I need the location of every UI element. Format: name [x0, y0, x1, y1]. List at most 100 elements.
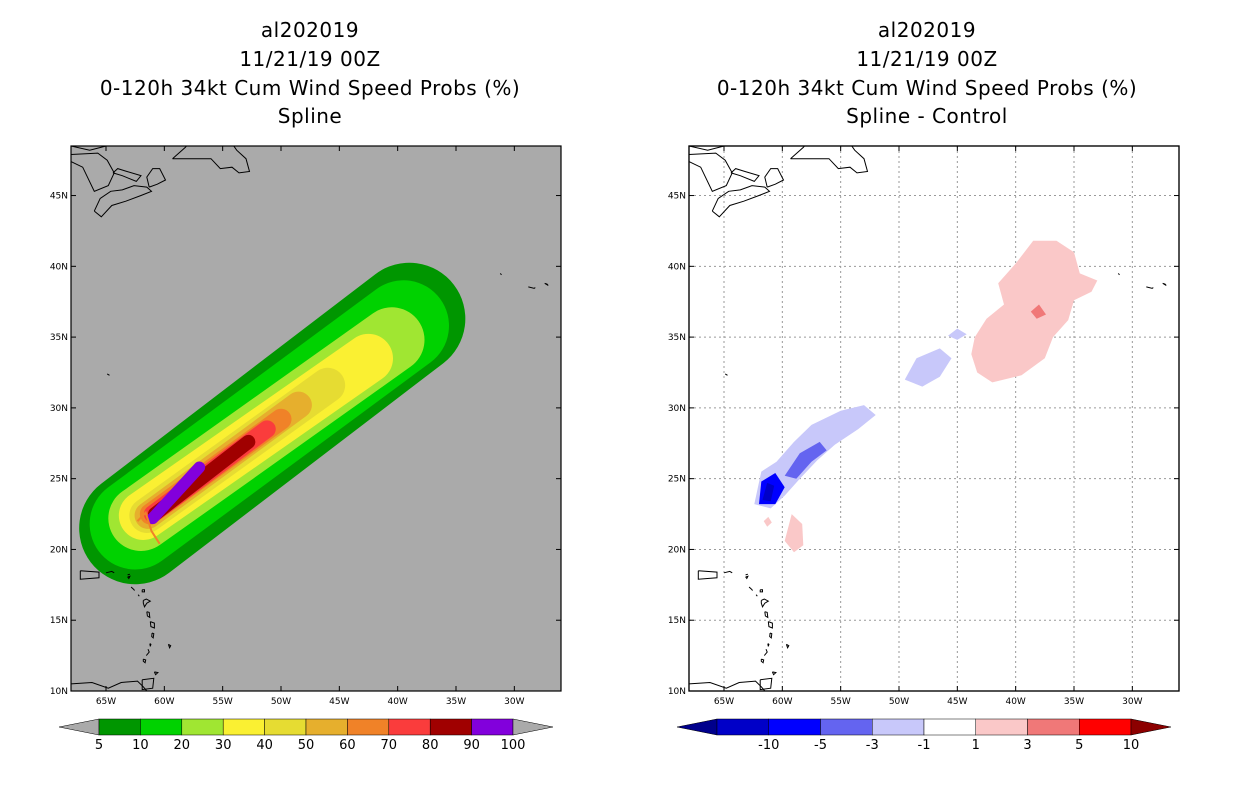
colorbar-box: [305, 718, 348, 736]
colorbar-label: -1: [918, 738, 931, 753]
coastline-stmartin: [127, 575, 131, 580]
coastline-bermuda: [724, 373, 728, 376]
y-tick-label: 45N: [668, 192, 686, 202]
x-tick-label: 45W: [947, 697, 967, 707]
colorbar-under-triangle: [676, 718, 718, 736]
coastline-group: [689, 146, 1167, 691]
coastline-stvincent: [767, 643, 770, 647]
y-tick-label: 15N: [50, 616, 68, 626]
map-background: [689, 146, 1179, 691]
colorbar-label: 90: [463, 738, 480, 753]
colorbar-box: [181, 718, 224, 736]
x-tick-label: 50W: [889, 697, 909, 707]
coastline-pei: [730, 168, 760, 183]
coastline-stlucia: [151, 632, 155, 639]
y-tick-label: 35N: [50, 333, 68, 343]
positive-peak-northeast: [1030, 304, 1046, 319]
contour-90-percent: [146, 461, 206, 525]
coastline-dominica: [146, 611, 151, 619]
colorbar-box: [140, 718, 183, 736]
coastline-nb: [689, 152, 733, 192]
colorbar-label: 100: [501, 738, 526, 753]
x-tick-label: 35W: [446, 697, 466, 707]
coastline-antigua: [759, 589, 763, 593]
colorbar-label: 5: [1075, 738, 1083, 753]
x-tick-label: 60W: [772, 697, 792, 707]
map-frame: [70, 145, 562, 692]
colorbar-box: [98, 718, 141, 736]
colorbar-box: [820, 718, 873, 736]
coastline-puertorico: [697, 570, 718, 580]
coastline-pei: [112, 168, 142, 183]
left-product-title: 0-120h 34kt Cum Wind Speed Probs (%): [99, 76, 521, 100]
positive-blob-genesis: [763, 516, 772, 527]
coastline-puertorico: [79, 570, 100, 580]
colorbar-under-triangle: [58, 718, 100, 736]
colorbar-box: [923, 718, 976, 736]
coastline-capebreton: [764, 168, 785, 188]
coastline-nb: [71, 152, 115, 192]
coastline-martinique: [767, 621, 773, 629]
colorbar-box: [429, 718, 472, 736]
x-tick-label: 40W: [387, 697, 407, 707]
coastline-azores3: [499, 273, 502, 276]
y-tick-label: 25N: [668, 475, 686, 485]
coastline-guadeloupe: [760, 598, 770, 608]
colorbar-box: [388, 718, 431, 736]
coastline-stkitts: [130, 586, 135, 591]
colorbar-label: 70: [381, 738, 398, 753]
coastline-grenadines: [763, 649, 768, 656]
left-storm-id: al202019: [260, 18, 360, 42]
coastline-bermuda: [106, 373, 110, 376]
right-datetime: 11/21/19 00Z: [856, 47, 998, 71]
y-tick-label: 30N: [50, 404, 68, 414]
colorbar-label: -10: [758, 738, 779, 753]
negative-patch-small: [948, 328, 967, 340]
coastline-grenada: [760, 658, 765, 664]
x-tick-label: 35W: [1064, 697, 1084, 707]
colorbar-label: 80: [422, 738, 439, 753]
colorbar-box: [347, 718, 390, 736]
probability-contours: [79, 262, 466, 585]
x-tick-label: 30W: [1122, 697, 1142, 707]
y-tick-label: 15N: [668, 616, 686, 626]
colorbar-over-triangle: [512, 718, 554, 736]
coastline-montserrat: [755, 594, 758, 597]
coastline-anguilla: [127, 573, 131, 576]
coastline-stmartin: [745, 575, 749, 580]
colorbar-box: [872, 718, 925, 736]
difference-fields: [754, 240, 1098, 553]
x-tick-label: 40W: [1005, 697, 1025, 707]
negative-patch-central: [904, 348, 952, 387]
y-tick-label: 25N: [50, 475, 68, 485]
coastline-novascotia: [711, 185, 771, 218]
coastline-stlucia: [769, 632, 773, 639]
negative-band-mid: [784, 441, 827, 479]
coastline-newfoundland: [172, 146, 251, 174]
coastline-azores4: [563, 297, 565, 298]
colorbar-label: 5: [95, 738, 103, 753]
coastline-newfoundland: [790, 146, 869, 174]
colorbar-box: [716, 718, 769, 736]
right-product-title: 0-120h 34kt Cum Wind Speed Probs (%): [716, 76, 1138, 100]
right-panel-title: al202019 11/21/19 00Z 0-120h 34kt Cum Wi…: [657, 16, 1197, 131]
x-tick-label: 55W: [830, 697, 850, 707]
colorbar-label: 40: [256, 738, 273, 753]
colorbar-box: [1027, 718, 1080, 736]
y-tick-label: 40N: [668, 262, 686, 272]
positive-blob-south: [784, 514, 804, 553]
colorbar-box: [1079, 718, 1132, 736]
left-colorbar: 5 10 20 30 40 50 60 70 80 90 100: [58, 718, 554, 753]
colorbar-label: -3: [866, 738, 879, 753]
colorbar-box: [975, 718, 1028, 736]
y-tick-label: 40N: [50, 262, 68, 272]
coastline-tobago: [771, 671, 777, 676]
x-tick-label: 65W: [96, 697, 116, 707]
map-frame-top: [688, 145, 1180, 692]
right-storm-id: al202019: [877, 18, 977, 42]
x-tick-label: 50W: [271, 697, 291, 707]
coastline-montserrat: [137, 594, 140, 597]
colorbar-label: 30: [215, 738, 232, 753]
coastline-novascotia: [93, 185, 153, 218]
colorbar-label: 3: [1023, 738, 1031, 753]
